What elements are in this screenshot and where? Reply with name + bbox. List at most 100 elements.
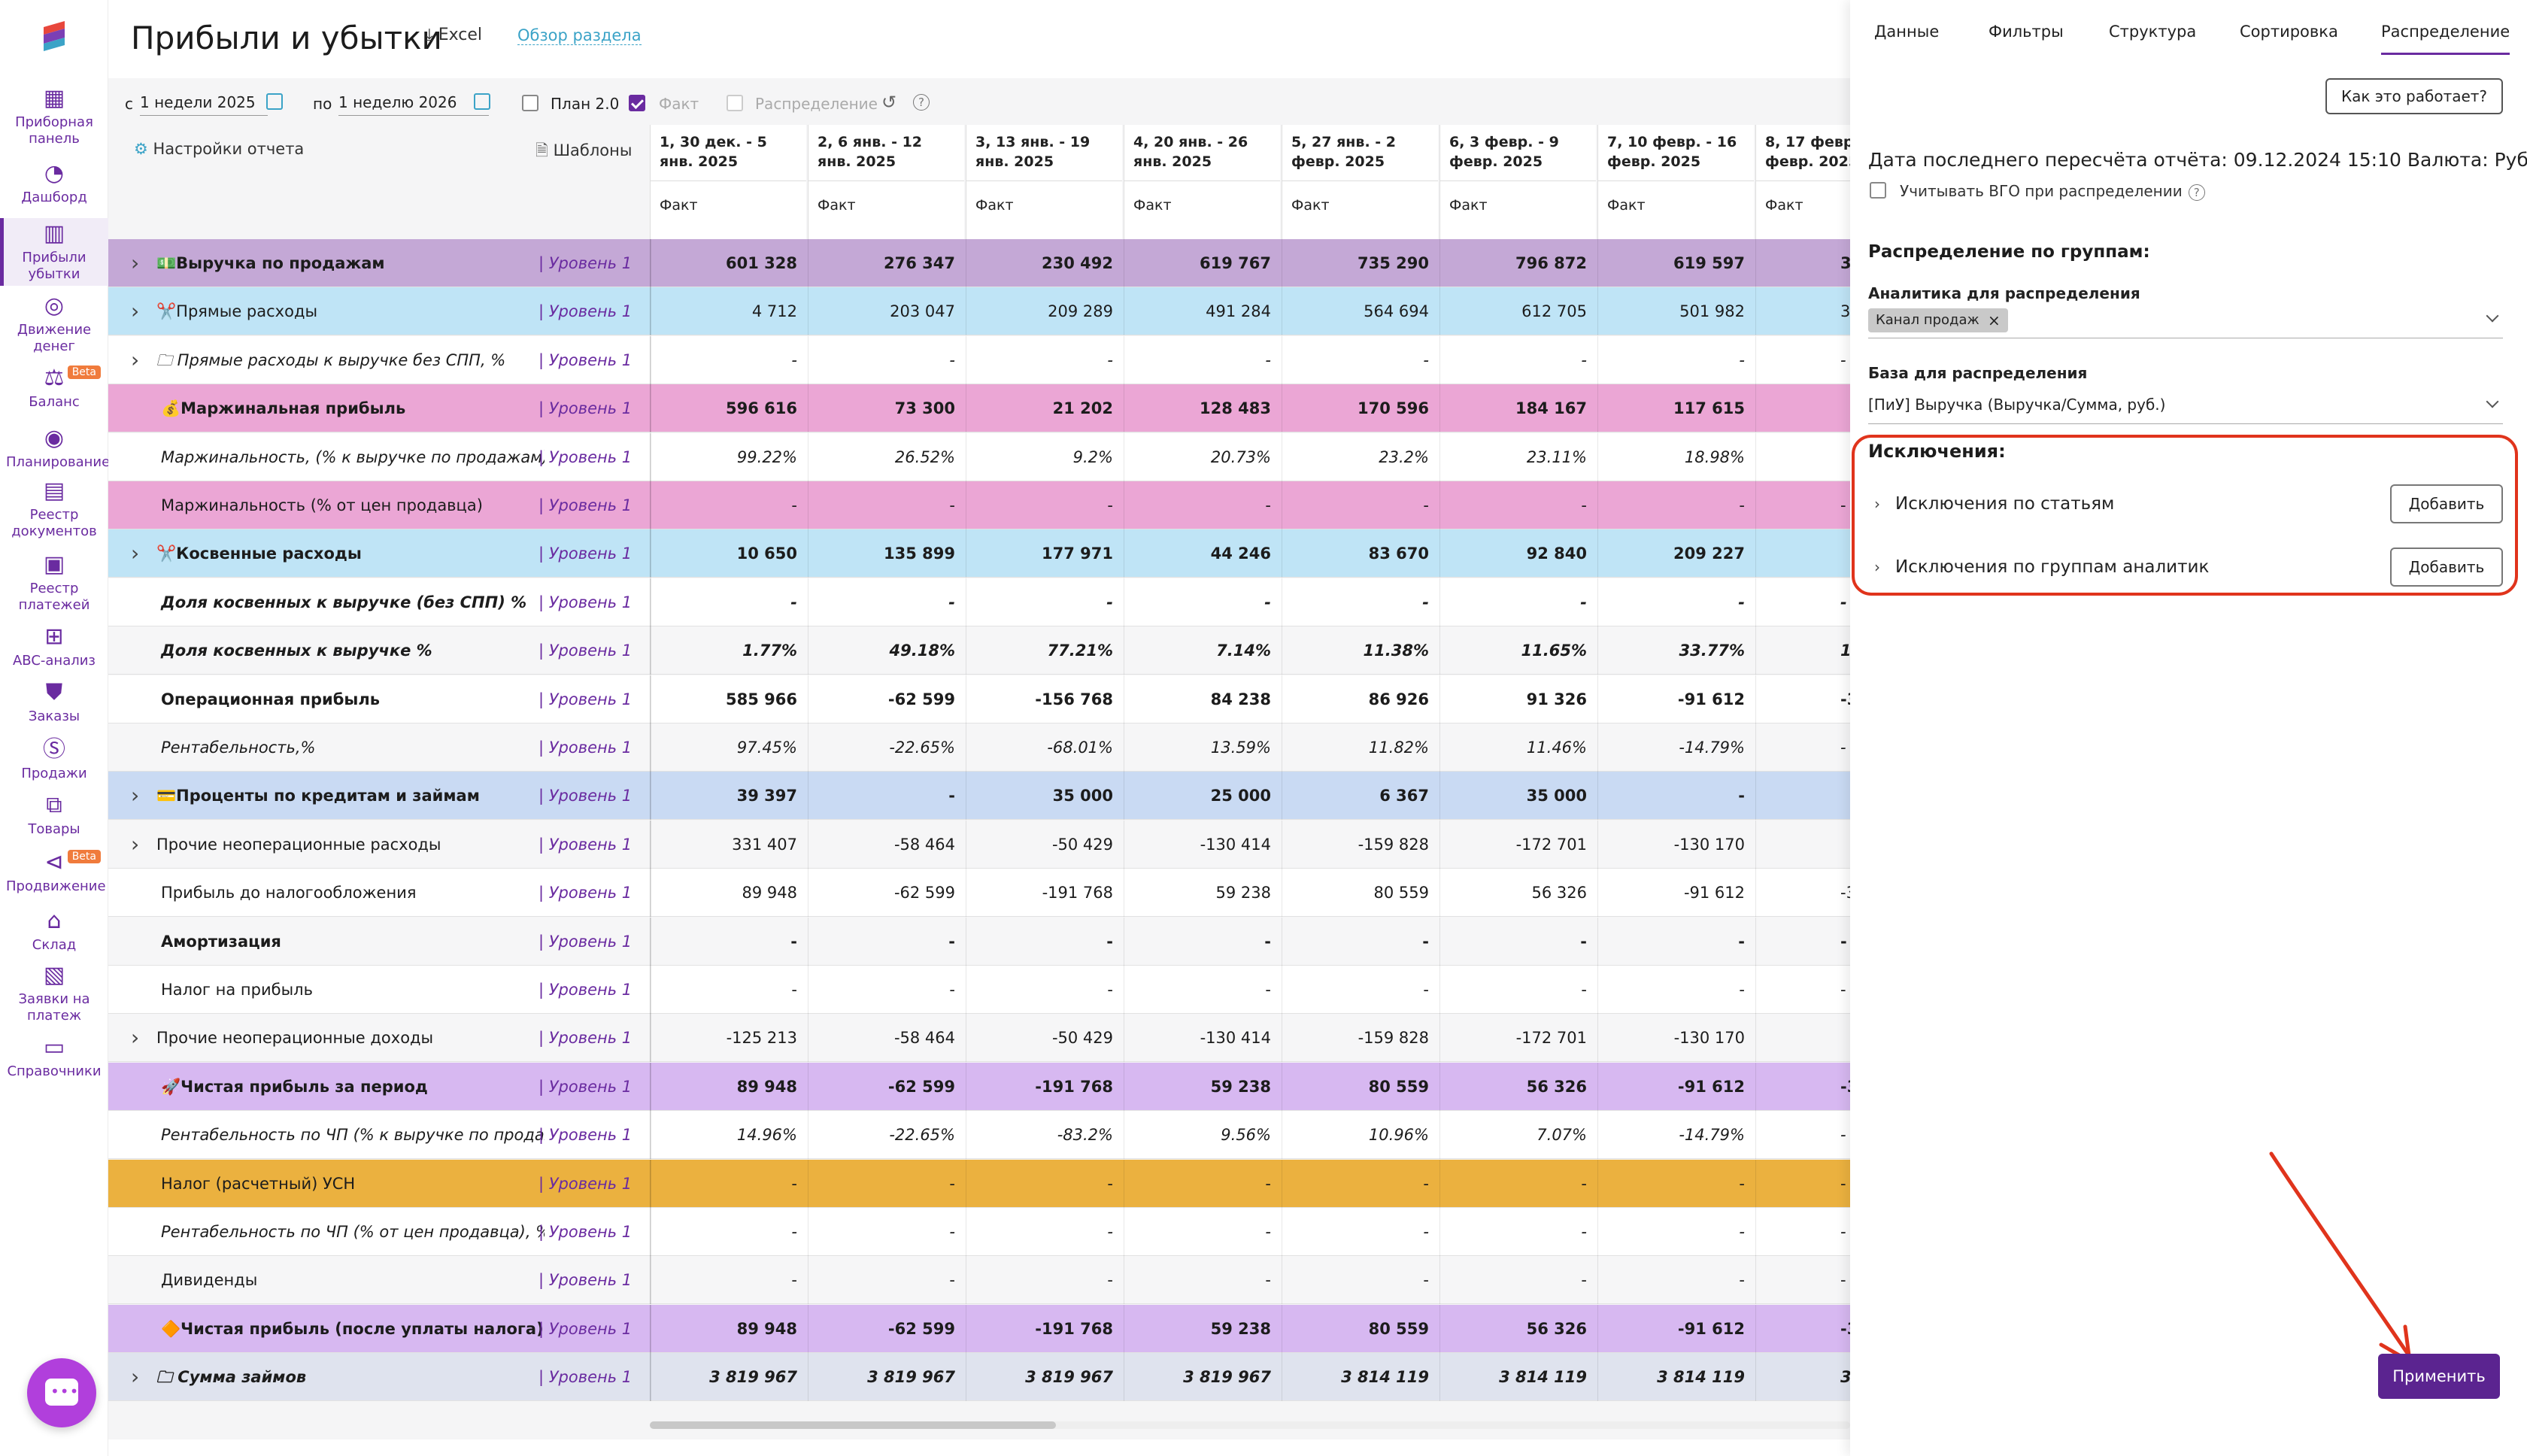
value-cell[interactable]: 7.14% [1124, 626, 1282, 675]
to-date-input[interactable]: 1 неделю 2026 [338, 92, 489, 116]
value-cell[interactable]: 596 616 [650, 384, 808, 433]
chevron-right-icon[interactable]: › [1874, 495, 1880, 513]
value-cell[interactable]: 619 767 [1124, 239, 1282, 287]
exclusions-analytics-groups[interactable]: › Исключения по группам аналитик Добавит… [1868, 548, 2503, 587]
value-cell[interactable]: -156 768 [966, 675, 1124, 723]
value-cell[interactable]: -130 170 [1597, 1014, 1755, 1063]
value-cell[interactable]: 3 819 967 [808, 1353, 966, 1402]
row-level[interactable]: | Уровень 1 [538, 254, 633, 272]
sidebar-item-15[interactable]: ▧ Заявки на платеж [0, 960, 108, 1027]
value-cell[interactable]: -62 599 [808, 869, 966, 918]
value-cell[interactable]: 91 326 [1439, 675, 1597, 723]
value-cell[interactable]: - [1755, 578, 1855, 626]
value-cell[interactable] [1755, 1014, 1855, 1063]
value-cell[interactable]: -22.65% [808, 723, 966, 772]
value-cell[interactable]: 39 397 [650, 772, 808, 821]
value-cell[interactable]: - [808, 481, 966, 529]
value-cell[interactable]: - [1439, 966, 1597, 1014]
tab-2[interactable]: Фильтры [1989, 23, 2064, 41]
value-cell[interactable]: - [650, 335, 808, 384]
help-icon[interactable]: ? [907, 92, 930, 111]
value-cell[interactable]: - [650, 917, 808, 966]
value-cell[interactable]: 23.2% [1282, 432, 1439, 481]
sidebar-item-12[interactable]: ⧉ Товары [0, 790, 108, 838]
value-cell[interactable]: -50 429 [966, 1014, 1124, 1063]
value-cell[interactable]: - [650, 1256, 808, 1305]
value-cell[interactable]: 619 597 [1597, 239, 1755, 287]
add-button[interactable]: Добавить [2390, 548, 2503, 587]
row-level[interactable]: | Уровень 1 [538, 593, 633, 611]
value-cell[interactable]: - [1755, 1159, 1855, 1208]
value-cell[interactable]: -3 [1755, 1304, 1855, 1353]
sidebar-item-11[interactable]: Ⓢ Продажи [0, 734, 108, 782]
value-cell[interactable]: -14.79% [1597, 1111, 1755, 1160]
exclusions-articles[interactable]: › Исключения по статьям Добавить [1868, 484, 2503, 523]
value-cell[interactable]: - [966, 335, 1124, 384]
table-row[interactable]: 🚀Чистая прибыль за период | Уровень 1 89 9… [108, 1062, 1855, 1111]
value-cell[interactable]: -62 599 [808, 1062, 966, 1111]
value-cell[interactable]: 796 872 [1439, 239, 1597, 287]
value-cell[interactable]: 135 899 [808, 529, 966, 578]
row-level[interactable]: | Уровень 1 [538, 1126, 633, 1145]
value-cell[interactable]: 89 948 [650, 869, 808, 918]
value-cell[interactable]: - [808, 335, 966, 384]
table-row[interactable]: Доля косвенных к выручке (без СПП) % | Ур… [108, 578, 1850, 626]
value-cell[interactable]: - [808, 917, 966, 966]
scrollbar-thumb[interactable] [650, 1421, 1056, 1429]
table-row[interactable]: Амортизация | Уровень 1-------- [108, 917, 1850, 966]
value-cell[interactable]: - [966, 578, 1124, 626]
value-cell[interactable]: - [1439, 578, 1597, 626]
row-level[interactable]: | Уровень 1 [538, 1271, 633, 1290]
value-cell[interactable]: -125 213 [650, 1014, 808, 1063]
sidebar-item-9[interactable]: ⊞ ABC-анализ [0, 621, 108, 669]
sidebar-item-1[interactable]: ▦ Приборная панель [0, 83, 108, 147]
value-cell[interactable]: 203 047 [808, 287, 966, 336]
value-cell[interactable]: 11.65% [1439, 626, 1597, 675]
value-cell[interactable]: 11.38% [1282, 626, 1439, 675]
value-cell[interactable]: - [1439, 1208, 1597, 1256]
tab-3[interactable]: Структура [2109, 23, 2197, 41]
analytics-select[interactable]: Канал продаж × [1868, 307, 2503, 338]
value-cell[interactable]: 9.56% [1124, 1111, 1282, 1160]
row-level[interactable]: | Уровень 1 [538, 787, 633, 805]
value-cell[interactable]: 3 819 967 [966, 1353, 1124, 1402]
value-cell[interactable]: -50 429 [966, 820, 1124, 869]
value-cell[interactable]: - [1282, 966, 1439, 1014]
value-cell[interactable]: 564 694 [1282, 287, 1439, 336]
sidebar-item-13[interactable]: ⊲ Продвижение Beta [0, 847, 108, 895]
tab-5[interactable]: Распределение [2381, 23, 2510, 55]
table-row[interactable]: Налог (расчетный) УСН | Уровень 1-------- [108, 1159, 1850, 1208]
value-cell[interactable]: 35 000 [966, 772, 1124, 821]
value-cell[interactable]: 501 982 [1597, 287, 1755, 336]
table-row[interactable]: › Прочие неоперационные доходы | Уровень 1… [108, 1014, 1850, 1063]
value-cell[interactable]: - [1597, 1159, 1755, 1208]
value-cell[interactable]: - [1597, 578, 1755, 626]
value-cell[interactable]: 84 238 [1124, 675, 1282, 723]
value-cell[interactable]: -14.79% [1597, 723, 1755, 772]
value-cell[interactable]: 77.21% [966, 626, 1124, 675]
value-cell[interactable]: 44 246 [1124, 529, 1282, 578]
value-cell[interactable]: - [1597, 772, 1755, 821]
value-cell[interactable]: 1.77% [650, 626, 808, 675]
value-cell[interactable]: - [1755, 335, 1855, 384]
value-cell[interactable]: 3 814 119 [1282, 1353, 1439, 1402]
row-level[interactable]: | Уровень 1 [538, 496, 633, 514]
table-row[interactable]: › ✂️Косвенные расходы | Уровень 1 10 650 135… [108, 529, 1850, 578]
chevron-right-icon[interactable]: › [131, 831, 140, 857]
value-cell[interactable]: - [1282, 335, 1439, 384]
value-cell[interactable]: - [1124, 1208, 1282, 1256]
value-cell[interactable]: -91 612 [1597, 1062, 1755, 1111]
row-level[interactable]: | Уровень 1 [538, 1077, 633, 1096]
value-cell[interactable] [1755, 820, 1855, 869]
value-cell[interactable]: - [1439, 481, 1597, 529]
value-cell[interactable]: -91 612 [1597, 869, 1755, 918]
value-cell[interactable]: 491 284 [1124, 287, 1282, 336]
value-cell[interactable]: 21 202 [966, 384, 1124, 433]
value-cell[interactable]: - [1597, 335, 1755, 384]
horizontal-scrollbar[interactable] [650, 1421, 1850, 1429]
value-cell[interactable]: - [1282, 1256, 1439, 1305]
sidebar-item-3[interactable]: ▥ Прибыли убытки [0, 218, 108, 286]
value-cell[interactable]: -68.01% [966, 723, 1124, 772]
value-cell[interactable]: - [966, 1256, 1124, 1305]
chevron-right-icon[interactable]: › [131, 347, 140, 372]
